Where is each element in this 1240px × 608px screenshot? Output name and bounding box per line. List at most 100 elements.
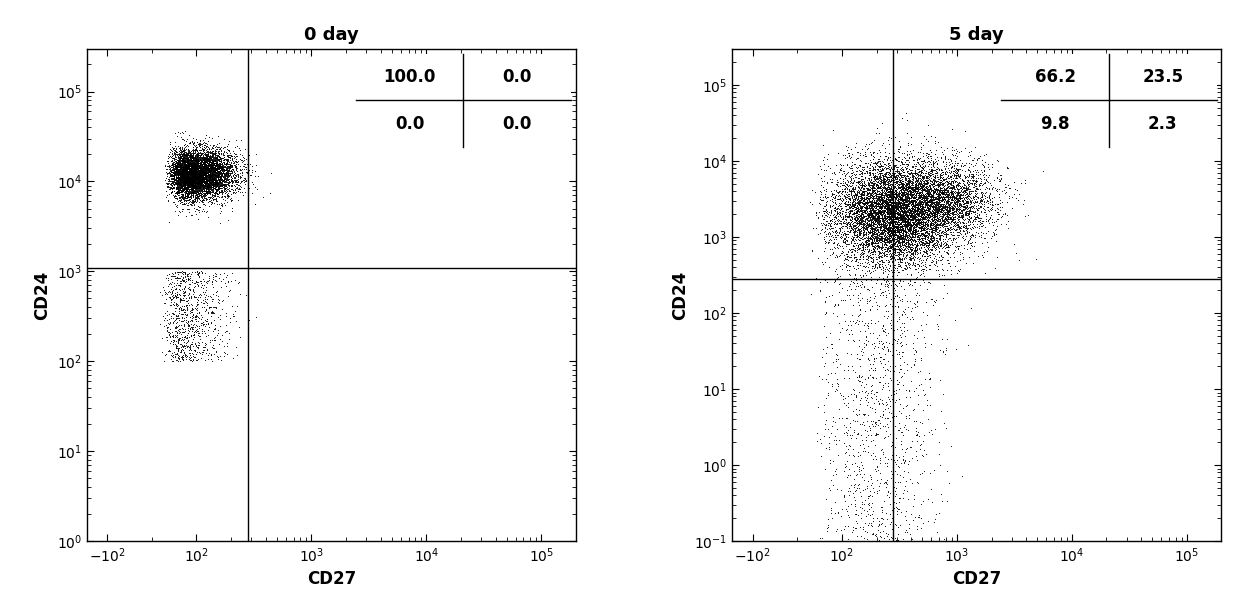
Point	[858, 217, 878, 227]
Point	[849, 226, 869, 236]
Point	[957, 197, 977, 207]
Point	[197, 179, 217, 188]
Point	[182, 162, 202, 171]
Point	[207, 178, 227, 188]
Point	[196, 179, 216, 188]
Point	[184, 185, 203, 195]
Point	[882, 533, 901, 543]
Point	[931, 177, 951, 187]
Point	[851, 202, 870, 212]
Point	[846, 204, 866, 214]
Point	[190, 186, 210, 196]
Point	[202, 170, 222, 180]
Point	[182, 165, 202, 174]
Point	[170, 166, 190, 176]
Point	[179, 172, 198, 182]
Point	[852, 180, 872, 190]
Point	[831, 233, 851, 243]
Point	[898, 222, 918, 232]
Point	[857, 298, 877, 308]
Point	[174, 178, 193, 188]
Point	[191, 282, 211, 292]
Point	[200, 175, 219, 185]
Point	[862, 195, 882, 205]
Point	[162, 286, 182, 295]
Point	[890, 218, 910, 227]
Point	[934, 216, 954, 226]
Point	[842, 433, 862, 443]
Point	[177, 165, 197, 174]
Point	[897, 227, 916, 237]
Point	[920, 213, 940, 223]
Point	[873, 172, 893, 182]
Point	[869, 217, 889, 227]
Point	[928, 229, 947, 239]
Point	[175, 164, 195, 173]
Point	[915, 201, 935, 211]
Point	[872, 243, 892, 253]
Point	[182, 172, 202, 182]
Point	[210, 162, 229, 171]
Point	[190, 176, 210, 186]
Point	[196, 133, 216, 143]
Point	[176, 294, 196, 303]
Point	[868, 228, 888, 238]
Point	[901, 453, 921, 463]
Point	[914, 205, 934, 215]
Point	[929, 188, 949, 198]
Point	[932, 188, 952, 198]
Point	[175, 190, 195, 200]
Point	[900, 197, 920, 207]
Point	[192, 136, 212, 145]
Point	[200, 178, 219, 187]
Point	[830, 201, 849, 210]
Point	[210, 158, 229, 168]
Point	[197, 175, 217, 185]
Point	[206, 164, 226, 173]
Point	[929, 164, 949, 174]
Point	[893, 224, 913, 233]
Point	[867, 224, 887, 233]
Point	[859, 202, 879, 212]
Point	[901, 171, 921, 181]
Point	[901, 204, 921, 213]
Point	[170, 185, 190, 195]
Point	[835, 522, 854, 531]
Point	[851, 206, 870, 216]
Point	[905, 260, 925, 269]
Point	[926, 158, 946, 168]
Point	[951, 182, 971, 192]
Point	[201, 161, 221, 170]
Point	[817, 196, 837, 206]
Point	[901, 220, 921, 230]
Point	[861, 199, 880, 209]
Point	[172, 191, 192, 201]
Point	[887, 217, 906, 227]
Point	[185, 167, 205, 177]
Point	[188, 308, 208, 318]
Point	[186, 161, 206, 170]
Point	[181, 169, 201, 179]
Point	[203, 183, 223, 193]
Point	[885, 201, 905, 211]
Point	[160, 318, 180, 328]
Point	[910, 205, 930, 215]
Point	[879, 204, 899, 214]
Point	[854, 203, 874, 213]
Point	[195, 177, 215, 187]
Point	[180, 165, 200, 175]
Point	[179, 195, 198, 205]
Point	[165, 174, 185, 184]
Point	[847, 206, 867, 215]
Point	[170, 179, 190, 189]
Point	[918, 173, 937, 182]
Point	[195, 154, 215, 164]
Point	[867, 208, 887, 218]
Point	[210, 172, 229, 182]
Point	[172, 164, 192, 173]
Point	[167, 184, 187, 194]
Point	[885, 213, 905, 223]
Point	[175, 170, 195, 179]
Point	[888, 176, 908, 186]
Point	[166, 179, 186, 188]
